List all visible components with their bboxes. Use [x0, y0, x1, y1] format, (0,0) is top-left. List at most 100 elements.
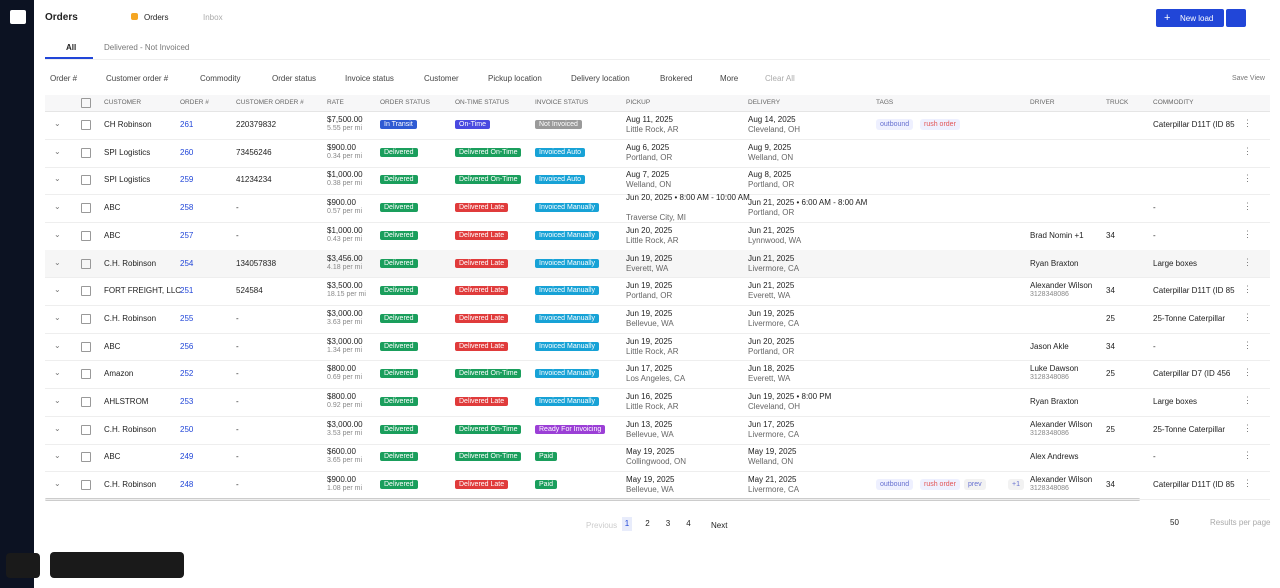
toolbar[interactable] [50, 552, 184, 578]
table-row[interactable] [45, 388, 1270, 417]
per-page[interactable]: 50 [1170, 518, 1179, 527]
delivery-loc: Livermore, CA [748, 318, 800, 328]
new-button[interactable]: New load + [1156, 9, 1224, 27]
expand-chevron[interactable]: ⌄ [54, 396, 61, 405]
filter-chip[interactable]: Brokered [660, 74, 693, 83]
filter-chip[interactable]: Order # [50, 74, 78, 83]
row-menu[interactable]: ⋮ [1243, 478, 1252, 489]
pickup-loc: Everett, WA [626, 263, 669, 273]
row-menu[interactable]: ⋮ [1243, 118, 1252, 128]
status-badge: Delivered On-Time [455, 424, 522, 434]
row-checkbox[interactable] [81, 203, 91, 214]
row-checkbox[interactable] [81, 452, 91, 463]
page-number[interactable]: 3 [665, 519, 671, 528]
table-row[interactable] [45, 277, 1270, 307]
table-row[interactable] [45, 111, 1270, 140]
table-row[interactable] [45, 471, 1270, 500]
filter-chip[interactable]: Invoice status [345, 74, 394, 83]
camera-button[interactable] [6, 553, 40, 578]
tab[interactable]: Inbox [203, 13, 223, 22]
row-menu[interactable]: ⋮ [1243, 173, 1252, 184]
commodity: - [1153, 452, 1156, 462]
table-row[interactable] [45, 167, 1270, 196]
dropdown-button[interactable] [1226, 9, 1246, 27]
delivery-date: Aug 14, 2025 [748, 115, 796, 124]
logo[interactable] [10, 10, 26, 24]
expand-chevron[interactable]: ⌄ [54, 119, 61, 128]
row-menu[interactable]: ⋮ [1243, 284, 1252, 295]
expand-chevron[interactable]: ⌄ [54, 285, 61, 295]
row-checkbox[interactable] [81, 258, 91, 269]
table-row[interactable] [45, 416, 1270, 445]
expand-chevron[interactable]: ⌄ [54, 368, 61, 378]
expand-chevron[interactable]: ⌄ [54, 423, 61, 433]
save-view[interactable]: Save View [1232, 75, 1265, 82]
filter-chip[interactable]: Commodity [200, 74, 241, 83]
expand-chevron[interactable]: ⌄ [54, 312, 61, 322]
expand-chevron[interactable]: ⌄ [54, 257, 61, 267]
row-checkbox[interactable] [81, 147, 91, 158]
expand-chevron[interactable]: ⌄ [54, 202, 61, 212]
delivery-date: Jun 19, 2025 [748, 308, 795, 318]
row-menu[interactable]: ⋮ [1243, 395, 1252, 405]
table-row[interactable] [45, 360, 1270, 390]
subtab[interactable]: Delivered - Not Invoiced [104, 43, 190, 52]
row-menu[interactable]: ⋮ [1243, 450, 1252, 461]
row-checkbox[interactable] [81, 424, 91, 435]
expand-chevron[interactable]: ⌄ [54, 340, 61, 350]
page-number[interactable]: 4 [686, 519, 691, 528]
filter-chip[interactable]: Customer order # [106, 74, 169, 83]
row-checkbox[interactable] [81, 369, 91, 380]
row-menu[interactable]: ⋮ [1243, 422, 1252, 433]
rate-per: 0.57 per mi [327, 208, 363, 216]
row-checkbox[interactable] [81, 341, 91, 352]
row-menu[interactable]: ⋮ [1243, 228, 1252, 239]
row-menu[interactable]: ⋮ [1243, 256, 1252, 267]
row-menu[interactable]: ⋮ [1243, 339, 1252, 350]
row-menu[interactable]: ⋮ [1243, 201, 1252, 212]
clear-all[interactable]: Clear All [765, 74, 795, 83]
commodity: Large boxes [1153, 258, 1198, 268]
expand-chevron[interactable]: ⌄ [54, 479, 61, 489]
row-checkbox[interactable] [81, 313, 91, 324]
status-badge: Invoiced Auto [535, 175, 586, 185]
table-row[interactable] [45, 249, 1270, 279]
page-number[interactable]: 1 [622, 517, 632, 531]
expand-chevron[interactable]: ⌄ [54, 146, 61, 156]
expand-chevron[interactable]: ⌄ [54, 174, 61, 184]
table-row[interactable] [45, 305, 1270, 334]
row-menu[interactable]: ⋮ [1243, 311, 1252, 322]
table-row[interactable] [45, 333, 1270, 362]
filter-chip[interactable]: Order status [272, 74, 317, 83]
filter-chip[interactable]: More [720, 74, 739, 83]
table-row[interactable] [45, 139, 1270, 168]
status-badge: On-Time [455, 120, 490, 129]
row-menu[interactable]: ⋮ [1243, 367, 1252, 378]
filter-chip[interactable]: Delivery location [571, 74, 630, 83]
filter-chip[interactable]: Pickup location [488, 74, 542, 83]
row-menu[interactable]: ⋮ [1243, 145, 1252, 156]
table-row[interactable] [45, 194, 1270, 223]
customer-order: - [236, 452, 239, 462]
order: 261 [180, 120, 194, 129]
expand-chevron[interactable]: ⌄ [54, 229, 61, 239]
filter-chip[interactable]: Customer [424, 74, 459, 83]
table-header [45, 95, 1270, 112]
page-number[interactable]: 2 [645, 519, 650, 528]
expand-chevron[interactable]: ⌄ [54, 451, 61, 461]
table-row[interactable] [45, 444, 1270, 473]
row-checkbox[interactable] [81, 120, 91, 130]
pagination-previous[interactable]: Previous [586, 521, 618, 530]
pagination-next[interactable]: Next [711, 521, 728, 530]
row-checkbox[interactable] [81, 175, 91, 186]
row-checkbox[interactable] [81, 480, 91, 491]
tab[interactable]: Orders [144, 13, 169, 22]
order: 257 [180, 230, 194, 240]
row-checkbox[interactable] [81, 230, 91, 241]
row-checkbox[interactable] [81, 397, 91, 407]
rate: $3,456.00 [327, 253, 363, 263]
row-checkbox[interactable] [81, 286, 91, 297]
status-badge: Delivered [380, 203, 418, 213]
subtab[interactable]: All [66, 43, 77, 52]
driver: Brad Nomin +1 [1030, 230, 1084, 240]
